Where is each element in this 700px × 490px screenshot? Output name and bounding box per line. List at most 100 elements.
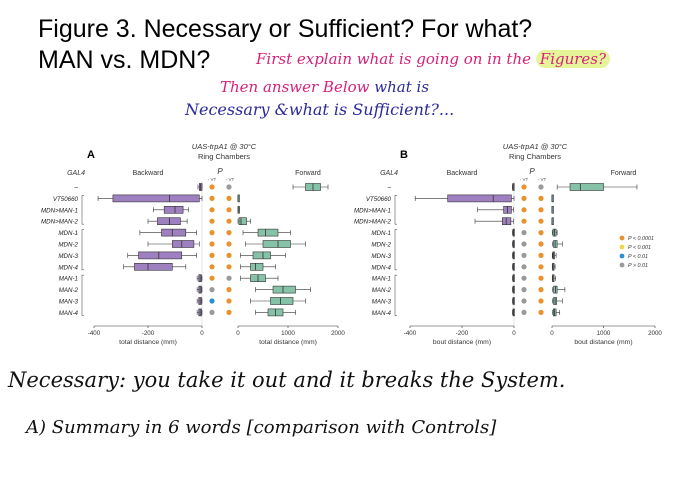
forward-box <box>270 297 294 305</box>
figure-subheader: Ring Chambers <box>509 152 561 161</box>
p-value-dot <box>521 287 527 293</box>
annotation-then-answer: Then answer Below what is <box>220 78 429 96</box>
p-value-dot <box>209 287 215 293</box>
row-label: MAN-1 <box>59 276 78 283</box>
row-label: MDN-1 <box>58 230 78 237</box>
p-value-dot <box>538 264 544 270</box>
gal4-label: GAL4 <box>380 170 398 177</box>
p-value-dot <box>226 252 232 258</box>
backward-label: Backward <box>447 170 478 177</box>
legend-label: P < 0.0001 <box>628 236 654 242</box>
tick-label: -200 <box>456 330 469 337</box>
slide-title-line-2: MAN vs. MDN? <box>38 46 211 74</box>
forward-box <box>257 228 279 237</box>
row-label: MAN-1 <box>372 276 391 283</box>
p-value-dot <box>538 184 544 190</box>
annotation-then-answer-text: Then answer Below <box>220 78 370 96</box>
backward-box <box>447 194 512 203</box>
row-label: MAN-3 <box>59 299 79 306</box>
p-value-dot <box>226 207 232 213</box>
p-value-dot <box>209 252 215 258</box>
p-value-dot <box>521 207 527 213</box>
group-bracket <box>81 195 84 225</box>
annotation-necessary-sufficient: Necessary &what is Sufficient?... <box>185 100 455 119</box>
row-label: VT50660 <box>53 196 79 203</box>
annotation-summary-prompt: A) Summary in 6 words [comparison with C… <box>26 417 497 438</box>
p-value-dot <box>538 275 544 281</box>
panel-label-A: A <box>87 149 95 161</box>
figure-3-boxplots: A UAS-trpA1 @ 30°C Ring Chambers GAL4 Backwa… <box>41 142 662 346</box>
p-label: P <box>217 167 223 176</box>
row-label: MDN-3 <box>58 253 78 260</box>
gal4-label: GAL4 <box>67 170 85 177</box>
annotation-necessary-definition: Necessary: you take it out and it breaks… <box>8 368 566 392</box>
legend-dot <box>619 253 625 259</box>
x-axis-label: total distance (mm) <box>119 339 177 346</box>
p-value-dot <box>209 241 215 247</box>
backward-box <box>157 217 181 225</box>
tick-label: 2000 <box>648 330 662 337</box>
vt-label-left: - VT <box>208 177 217 182</box>
x-axis-label: total distance (mm) <box>259 339 317 346</box>
row-label: MDN>MAN-1 <box>354 207 391 214</box>
legend-label: P > 0.01 <box>628 263 648 269</box>
p-value-dot <box>226 184 232 190</box>
p-value-dot <box>521 309 527 315</box>
tick-label: 2000 <box>331 330 345 337</box>
tick-label: 0 <box>236 330 240 337</box>
p-value-dot <box>226 275 232 281</box>
p-value-dot <box>521 275 527 281</box>
p-value-dot <box>538 252 544 258</box>
p-value-dot <box>521 252 527 258</box>
forward-box <box>262 240 291 248</box>
annotation-figures-highlight: Figures? <box>535 50 611 68</box>
group-bracket <box>81 229 84 271</box>
p-value-dot <box>521 230 527 236</box>
p-value-dot <box>226 309 232 315</box>
group-bracket <box>394 274 397 316</box>
p-value-dot <box>209 184 215 190</box>
p-value-dot <box>226 298 232 304</box>
p-value-dot <box>226 218 232 224</box>
slide-title-line-1: Figure 3. Necessary or Sufficient? For w… <box>38 15 533 43</box>
row-label: – <box>387 185 392 192</box>
backward-box <box>161 228 187 237</box>
forward-box <box>569 183 604 191</box>
p-value-dot <box>521 195 527 201</box>
legend-dot <box>619 235 625 241</box>
p-value-dot <box>226 264 232 270</box>
tick-label: -400 <box>88 330 101 337</box>
forward-box <box>250 263 264 271</box>
p-value-dot <box>209 275 215 281</box>
backward-box <box>112 194 200 203</box>
group-bracket <box>394 229 397 271</box>
figure-header: UAS-trpA1 @ 30°C <box>192 142 257 151</box>
tick-label: 0 <box>512 330 516 337</box>
p-value-dot <box>521 264 527 270</box>
tick-label: 0 <box>200 330 204 337</box>
annotation-what-is: what is <box>374 78 430 96</box>
vt-label-right: - VT <box>538 177 547 182</box>
p-value-dot <box>209 298 215 304</box>
tick-label: 0 <box>550 330 554 337</box>
legend-dot <box>619 262 625 268</box>
x-axis-label: bout distance (mm) <box>433 339 491 346</box>
row-label: MAN-2 <box>59 287 79 294</box>
row-label: MAN-4 <box>372 310 392 317</box>
row-label: MDN-1 <box>371 230 391 237</box>
p-value-dot <box>538 230 544 236</box>
p-value-dot <box>209 230 215 236</box>
p-value-dot <box>538 298 544 304</box>
p-value-dot <box>226 230 232 236</box>
p-value-dot <box>226 287 232 293</box>
annotation-explain-text: First explain what is going on in the <box>256 50 531 68</box>
backward-box <box>134 263 173 271</box>
vt-label-left: - VT <box>520 177 529 182</box>
tick-label: 1000 <box>281 330 295 337</box>
p-value-dot <box>521 241 527 247</box>
p-value-dot <box>538 207 544 213</box>
p-value-dot <box>521 298 527 304</box>
row-label: MDN-2 <box>371 242 391 249</box>
row-label: – <box>74 185 79 192</box>
group-bracket <box>394 195 397 225</box>
